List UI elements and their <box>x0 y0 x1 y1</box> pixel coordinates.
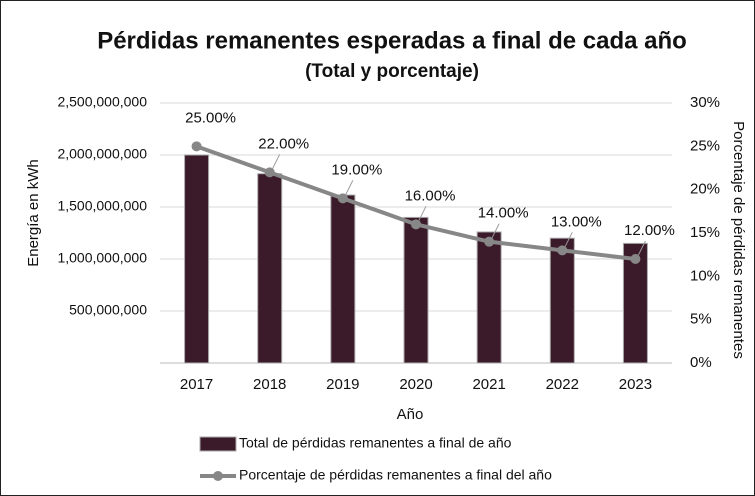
x-tick-label: 2021 <box>472 376 505 393</box>
legend-label: Total de pérdidas remanentes a final de … <box>239 435 512 451</box>
x-tick-label: 2017 <box>180 376 213 393</box>
y-tick-label: 500,000,000 <box>69 302 147 318</box>
leader-line <box>345 180 354 195</box>
bar <box>257 173 283 364</box>
y2-tick-label: 20% <box>690 181 720 198</box>
marker <box>411 219 421 230</box>
bar <box>476 231 502 364</box>
x-tick-label: 2022 <box>546 376 579 393</box>
marker <box>337 193 348 204</box>
data-label: 16.00% <box>405 187 456 204</box>
bar <box>403 216 429 364</box>
x-tick-label: 2023 <box>619 376 652 393</box>
marker <box>264 167 275 178</box>
data-label: 22.00% <box>258 135 309 152</box>
data-label: 19.00% <box>331 161 382 178</box>
x-tick-label: 2019 <box>326 376 359 393</box>
leader-line <box>637 240 646 256</box>
bar <box>184 154 210 364</box>
data-label: 12.00% <box>624 222 675 239</box>
y-axis-title: Energía en kWh <box>25 159 42 267</box>
y-tick-label: 2,000,000,000 <box>57 146 147 162</box>
marker <box>557 245 568 256</box>
y2-tick-label: 25% <box>690 137 720 154</box>
bar <box>549 237 575 364</box>
y2-tick-label: 0% <box>690 354 712 371</box>
y2-tick-label: 15% <box>690 224 720 241</box>
legend-label: Porcentaje de pérdidas remanentes a fina… <box>239 467 552 483</box>
y2-tick-label: 5% <box>690 311 712 328</box>
y2-axis-title: Porcentaje de pérdidas remanentes <box>730 121 747 359</box>
data-label: 14.00% <box>478 205 529 222</box>
leader-line <box>564 232 573 247</box>
y-tick-label: 1,000,000,000 <box>57 250 147 266</box>
leader-line <box>418 206 427 221</box>
data-label: 13.00% <box>551 213 602 230</box>
chart-subtitle: (Total y porcentaje) <box>305 61 479 82</box>
marker <box>484 236 495 247</box>
y-tick-label: 2,500,000,000 <box>57 94 147 110</box>
x-tick-label: 2018 <box>253 376 286 393</box>
chart-title: Pérdidas remanentes esperadas a final de… <box>97 27 687 54</box>
legend-marker <box>213 471 223 481</box>
data-label: 25.00% <box>185 109 236 126</box>
legend-swatch <box>199 436 237 452</box>
leader-line <box>272 154 281 169</box>
marker <box>630 254 641 264</box>
x-axis-title: Año <box>397 406 424 423</box>
leader-line <box>491 223 500 238</box>
marker <box>191 141 202 152</box>
x-tick-label: 2020 <box>399 376 432 393</box>
y2-tick-label: 10% <box>690 267 720 284</box>
bar <box>330 194 356 364</box>
y2-tick-label: 30% <box>690 94 720 111</box>
y-tick-label: 1,500,000,000 <box>57 198 147 214</box>
